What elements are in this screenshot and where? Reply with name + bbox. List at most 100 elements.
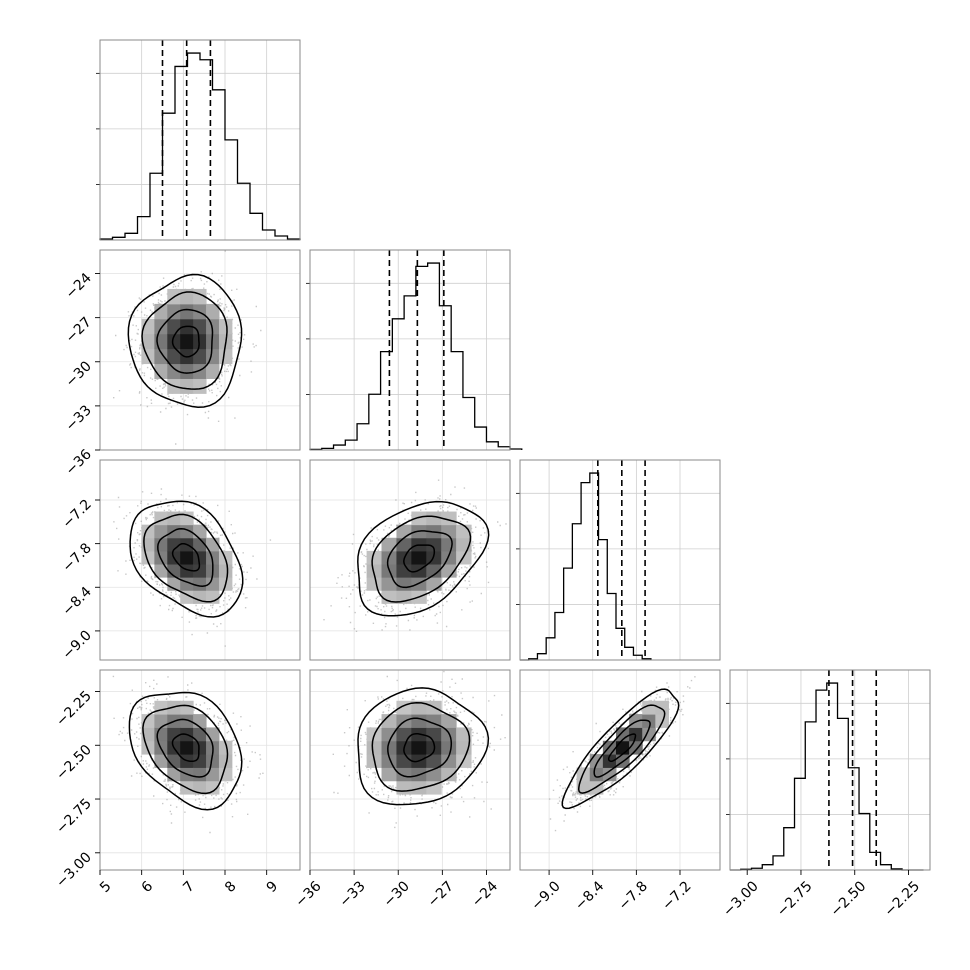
density-cell [167, 537, 181, 552]
y-tick-label: −7.8 [59, 540, 94, 575]
density-cell [426, 727, 442, 742]
x-tick-label: 5 [97, 878, 115, 896]
contour-line [157, 527, 214, 587]
density-cell [381, 767, 397, 782]
panel-content [310, 670, 510, 870]
density-cell [206, 318, 220, 335]
density-cell [366, 740, 383, 755]
contour-line [371, 515, 472, 603]
density-cell [218, 564, 233, 578]
y-axis-1: −36 −33 −30 −27 −24 [63, 270, 100, 479]
density-cell [180, 714, 194, 728]
contour-line [403, 544, 436, 573]
contour-line [387, 717, 453, 778]
density-cell [180, 550, 194, 565]
contour-line [561, 688, 680, 810]
scatter-panel-1-0 [99, 249, 301, 451]
x-tick-label: −9.0 [528, 878, 563, 913]
density-cell [193, 740, 207, 755]
density-cell [441, 537, 457, 552]
density-cell [411, 740, 427, 755]
density-cell [193, 363, 207, 379]
density-cell [396, 767, 412, 782]
density-cell [366, 564, 383, 578]
density-cell [167, 363, 181, 379]
density-cell [206, 780, 220, 795]
panel-frame [99, 669, 301, 871]
panel-frame [309, 249, 511, 451]
panel-content [100, 250, 300, 450]
y-tick-label: −2.25 [53, 688, 95, 730]
scatter-panel-3-1 [309, 669, 511, 871]
y-tick-label: −24 [63, 270, 95, 302]
density-cell [456, 754, 472, 768]
density-cell [441, 767, 457, 782]
density-cell [366, 550, 383, 565]
x-tick-label: −2.25 [881, 878, 923, 920]
density-cell [441, 754, 457, 768]
density-cell [154, 714, 168, 728]
density-cell [602, 767, 617, 782]
x-tick-label: −7.2 [659, 878, 694, 913]
histogram-step [730, 682, 924, 871]
x-tick-label: −27 [425, 878, 457, 910]
density-cell [411, 700, 427, 715]
density-cell [154, 348, 168, 365]
density-cell [193, 767, 207, 782]
y-axis-3: −3.00 −2.75 −2.50 −2.25 [53, 688, 100, 891]
x-tick-label: −30 [381, 878, 413, 910]
density-cell [167, 564, 181, 578]
density-cell [180, 303, 194, 320]
density-cell [366, 577, 383, 591]
density-cell [441, 714, 457, 728]
contour-line [156, 308, 214, 374]
density-cell [154, 727, 168, 742]
y-tick-label: −27 [63, 314, 95, 346]
density-cell [167, 333, 181, 350]
density-cell [206, 303, 220, 320]
contour-line [357, 500, 490, 617]
density-cell [180, 511, 194, 526]
density-cell [615, 740, 630, 755]
density-cell [141, 714, 155, 728]
x-axis-3: −3.00 −2.75 −2.50 −2.25 [720, 870, 923, 920]
density-cell [381, 590, 397, 604]
panel-frame [309, 669, 511, 871]
panel-frame [99, 39, 301, 241]
y-tick-label: −9.0 [59, 627, 94, 662]
histogram-panel-3 [726, 669, 931, 871]
density-cell [218, 318, 233, 335]
panel-content [100, 670, 300, 870]
y-tick-label: −8.4 [59, 584, 94, 619]
x-axis-1: −36 −33 −30 −27 −24 [292, 870, 501, 911]
panel-content [310, 460, 510, 660]
density-cell [141, 550, 155, 565]
density-cell [154, 303, 168, 320]
histogram-step [520, 472, 652, 661]
density-cell [218, 754, 233, 768]
density-cell [441, 740, 457, 755]
density-cell [193, 714, 207, 728]
density-cell [193, 590, 207, 604]
contour-line [403, 732, 436, 763]
x-tick-label: −8.4 [572, 878, 607, 913]
x-axis-0: 5 6 7 8 9 [97, 870, 281, 896]
histogram-step [99, 52, 301, 240]
scatter-panel-3-0 [99, 669, 301, 871]
density-cell [426, 537, 442, 552]
x-tick-label: −33 [337, 878, 369, 910]
density-cell [206, 767, 220, 782]
x-tick-label: 9 [264, 878, 282, 896]
contour-line [171, 733, 200, 762]
density-cell [193, 378, 207, 394]
panel-frame [99, 459, 301, 661]
density-cell [206, 333, 220, 350]
y-tick-label: −3.00 [53, 849, 95, 891]
y-axis-2: −9.0 −8.4 −7.8 −7.2 [59, 497, 100, 663]
density-cell [180, 333, 194, 350]
density-cell [396, 780, 412, 795]
density-cell [180, 524, 194, 539]
density-cell [193, 537, 207, 552]
density-cell [180, 700, 194, 715]
